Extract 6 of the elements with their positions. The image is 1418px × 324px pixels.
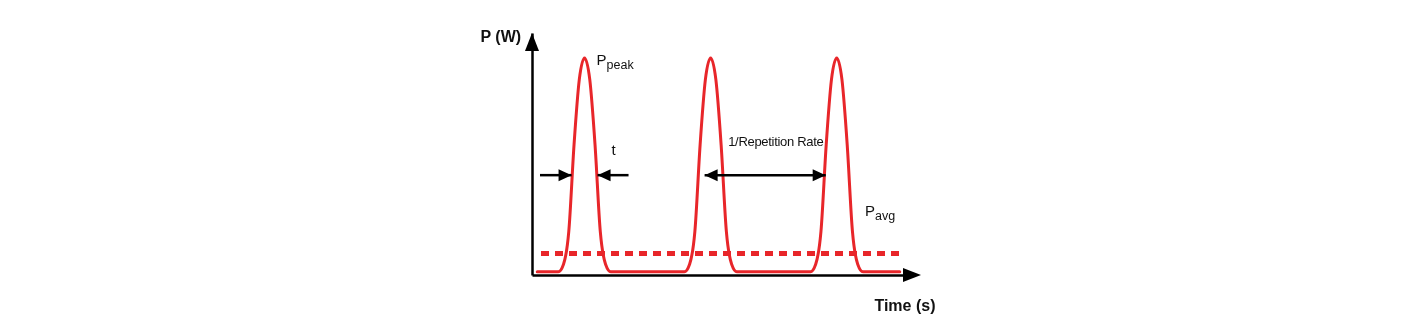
annotation: P$_{peak}$ [596,50,634,72]
y-axis-title: P (W) [480,27,522,45]
ref-line-label: P$_{avg}$ [865,202,896,224]
annotation: 1/Repetition Rate [728,134,824,150]
x-axis-title: Time (s) [874,296,936,314]
annotation: t [611,141,616,159]
